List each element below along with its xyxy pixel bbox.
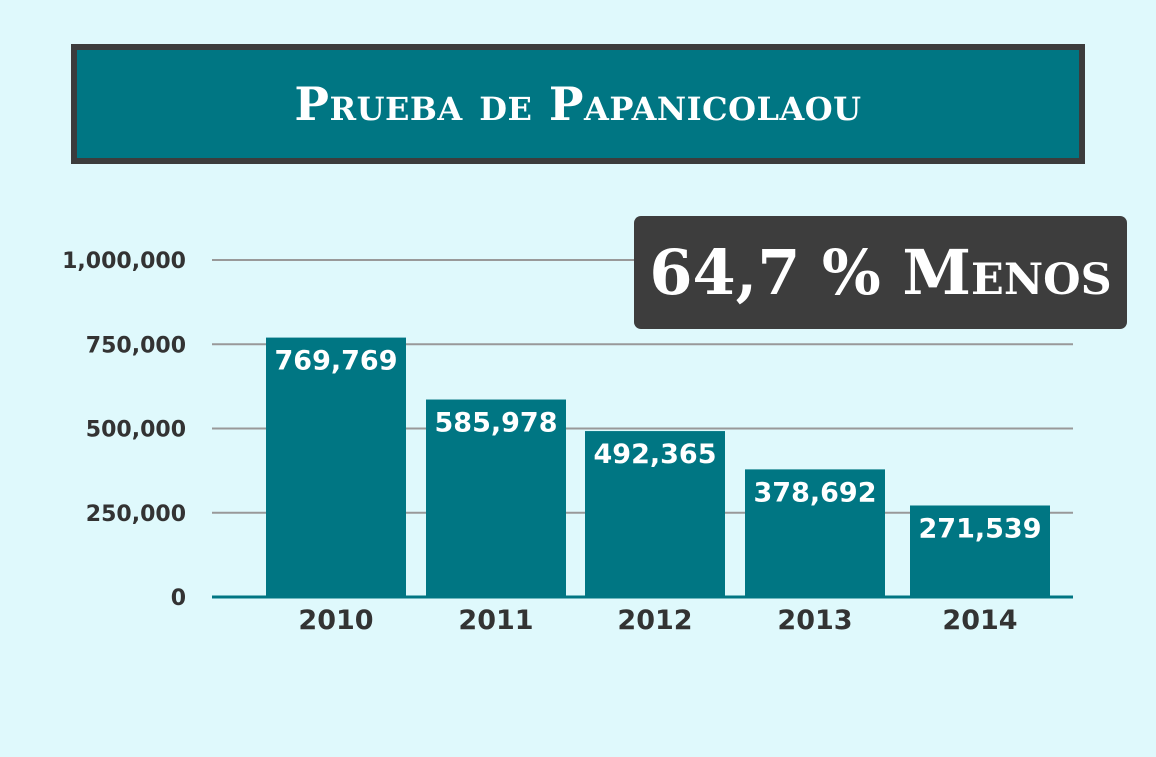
bar-value-label: 271,539 xyxy=(919,513,1042,544)
bar-value-label: 769,769 xyxy=(275,346,398,377)
y-tick-label: 750,000 xyxy=(86,333,186,358)
bar-value-label: 492,365 xyxy=(594,439,717,470)
x-tick-label: 2014 xyxy=(942,605,1017,636)
bar xyxy=(266,337,406,597)
badge-text: 64,7 % Menos xyxy=(649,236,1112,309)
y-tick-label: 250,000 xyxy=(86,502,186,527)
bar-value-label: 585,978 xyxy=(435,408,558,439)
y-tick-label: 1,000,000 xyxy=(62,249,186,274)
x-tick-label: 2012 xyxy=(617,605,692,636)
bar-value-label: 378,692 xyxy=(754,477,877,508)
x-tick-label: 2013 xyxy=(777,605,852,636)
y-tick-label: 0 xyxy=(171,586,186,611)
y-tick-label: 500,000 xyxy=(86,418,186,443)
bar xyxy=(426,399,566,597)
bar xyxy=(910,505,1050,597)
bar xyxy=(745,469,885,597)
bar xyxy=(585,431,725,597)
x-tick-label: 2011 xyxy=(458,605,533,636)
percent-change-badge: 64,7 % Menos xyxy=(634,216,1127,329)
x-tick-label: 2010 xyxy=(298,605,373,636)
chart-title: Prueba de Papanicolaou xyxy=(294,77,862,131)
title-banner: Prueba de Papanicolaou xyxy=(71,44,1085,164)
